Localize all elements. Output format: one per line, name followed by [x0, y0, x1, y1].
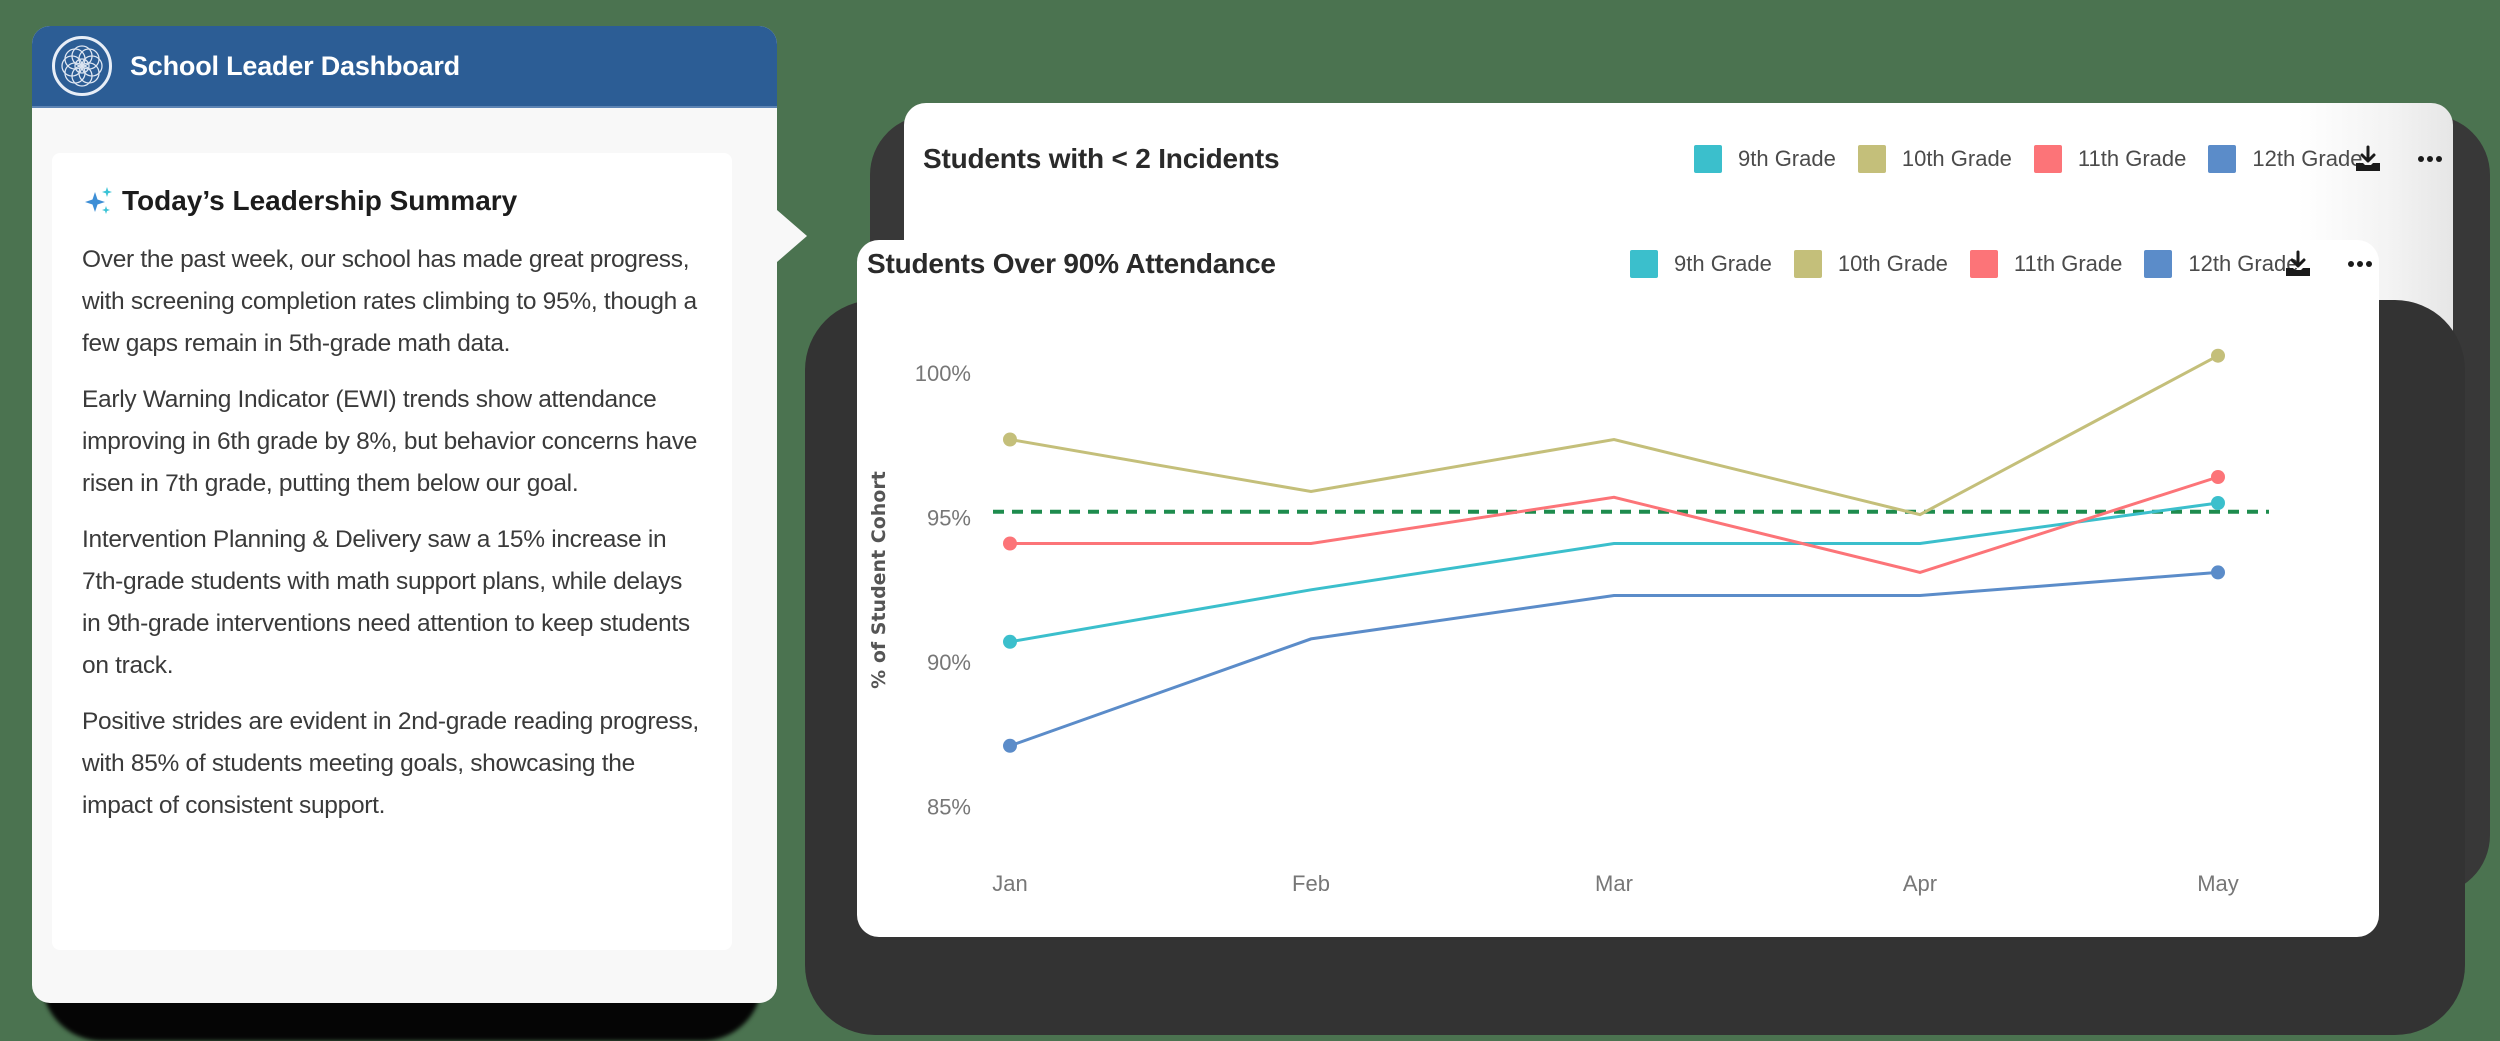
- more-horizontal-icon: [2418, 156, 2442, 162]
- y-axis-title: % of Student Cohort: [868, 471, 890, 689]
- legend-label: 12th Grade: [2188, 251, 2299, 276]
- y-tick-label: 95%: [927, 506, 971, 531]
- y-tick-label: 100%: [915, 361, 971, 386]
- legend-item-12th-grade[interactable]: 12th Grade: [2144, 250, 2298, 278]
- legend-label: 10th Grade: [1837, 251, 1948, 276]
- legend-swatch: [1857, 145, 1886, 173]
- card-header: Students Over 90% Attendance 9th Grade 1…: [857, 246, 2379, 282]
- line-chart: 100% 95% 90% 85% % of Student Cohort Jan Feb…: [868, 348, 2269, 896]
- legend-swatch: [2033, 145, 2062, 173]
- summary-paragraph: Positive strides are evident in 2nd-grad…: [82, 708, 699, 819]
- legend-label: 9th Grade: [1738, 146, 1836, 171]
- card-header: Students with < 2 Incidents 9th Grade 10…: [904, 141, 2453, 177]
- attendance-chart-card: Students Over 90% Attendance 9th Grade 1…: [857, 240, 2379, 937]
- leadership-summary-panel: School Leader Dashboard Today’s Leadersh…: [32, 26, 807, 1003]
- legend-label: 9th Grade: [1674, 251, 1772, 276]
- legend-swatch: [2208, 145, 2237, 173]
- panel-header: School Leader Dashboard: [32, 26, 777, 108]
- chart-legend: 9th Grade 10th Grade 11th Grade 12th Gra…: [1694, 145, 2384, 173]
- card-title: Students with < 2 Incidents: [923, 143, 1280, 174]
- y-tick-label: 90%: [927, 650, 971, 675]
- sparkle-icon: [85, 187, 112, 214]
- mandala-logo-icon: [52, 36, 112, 96]
- data-point[interactable]: [1003, 738, 1017, 753]
- series-11th-grade: [1003, 470, 2225, 574]
- download-button[interactable]: [2280, 246, 2316, 282]
- legend-label: 10th Grade: [1901, 146, 2012, 171]
- legend-swatch: [1793, 250, 1822, 278]
- legend-swatch: [1630, 250, 1658, 278]
- download-icon: [2356, 145, 2380, 171]
- series-10th-grade: [1003, 348, 2225, 517]
- more-options-button[interactable]: [2342, 246, 2378, 282]
- panel-title: School Leader Dashboard: [130, 50, 460, 81]
- chart-legend: 9th Grade 10th Grade 11th Grade 12th Gra…: [1630, 250, 2320, 278]
- card-title: Students Over 90% Attendance: [867, 248, 1276, 279]
- summary-paragraph: Early Warning Indicator (EWI) trends sho…: [82, 386, 698, 497]
- legend-item-11th-grade[interactable]: 11th Grade: [2033, 145, 2187, 173]
- series-9th-grade: [1003, 496, 2225, 649]
- legend-label: 12th Grade: [2252, 146, 2363, 171]
- y-tick-label: 85%: [927, 795, 971, 820]
- summary-heading: Today’s Leadership Summary: [82, 181, 706, 221]
- data-point[interactable]: [2211, 348, 2225, 363]
- data-point[interactable]: [2211, 565, 2225, 580]
- more-horizontal-icon: [2348, 261, 2372, 267]
- legend-label: 11th Grade: [2013, 251, 2123, 276]
- legend-label: 11th Grade: [2077, 146, 2187, 171]
- legend-item-11th-grade[interactable]: 11th Grade: [1969, 250, 2123, 278]
- summary-paragraph: Intervention Planning & Delivery saw a 1…: [82, 526, 690, 679]
- x-tick-label: Mar: [1595, 871, 1633, 896]
- summary-paragraph: Over the past week, our school has made …: [82, 246, 697, 357]
- chart-series: [1003, 348, 2225, 753]
- summary-card: Today’s Leadership Summary Over the past…: [52, 153, 732, 950]
- legend-item-9th-grade[interactable]: 9th Grade: [1630, 250, 1772, 278]
- more-options-button[interactable]: [2412, 141, 2448, 177]
- data-point[interactable]: [2211, 470, 2225, 484]
- x-tick-label: Feb: [1292, 871, 1330, 896]
- data-point[interactable]: [2211, 496, 2225, 510]
- y-axis-ticks: 100% 95% 90% 85%: [915, 361, 971, 820]
- x-tick-label: Jan: [992, 871, 1027, 896]
- legend-swatch: [1694, 145, 1722, 173]
- data-point[interactable]: [1003, 432, 1017, 447]
- download-icon: [2286, 250, 2310, 276]
- x-axis-ticks: Jan Feb Mar Apr May: [992, 871, 2239, 896]
- legend-item-10th-grade[interactable]: 10th Grade: [1857, 145, 2012, 173]
- legend-swatch: [1969, 250, 1998, 278]
- x-tick-label: Apr: [1903, 871, 1937, 896]
- data-point[interactable]: [1003, 634, 1017, 649]
- data-point[interactable]: [1003, 536, 1017, 551]
- legend-item-9th-grade[interactable]: 9th Grade: [1694, 145, 1836, 173]
- download-button[interactable]: [2350, 141, 2386, 177]
- series-12th-grade: [1003, 565, 2225, 753]
- summary-heading-text: Today’s Leadership Summary: [122, 185, 518, 216]
- speech-pointer: [777, 210, 807, 262]
- legend-item-12th-grade[interactable]: 12th Grade: [2208, 145, 2362, 173]
- legend-swatch: [2144, 250, 2173, 278]
- x-tick-label: May: [2197, 871, 2239, 896]
- legend-item-10th-grade[interactable]: 10th Grade: [1793, 250, 1948, 278]
